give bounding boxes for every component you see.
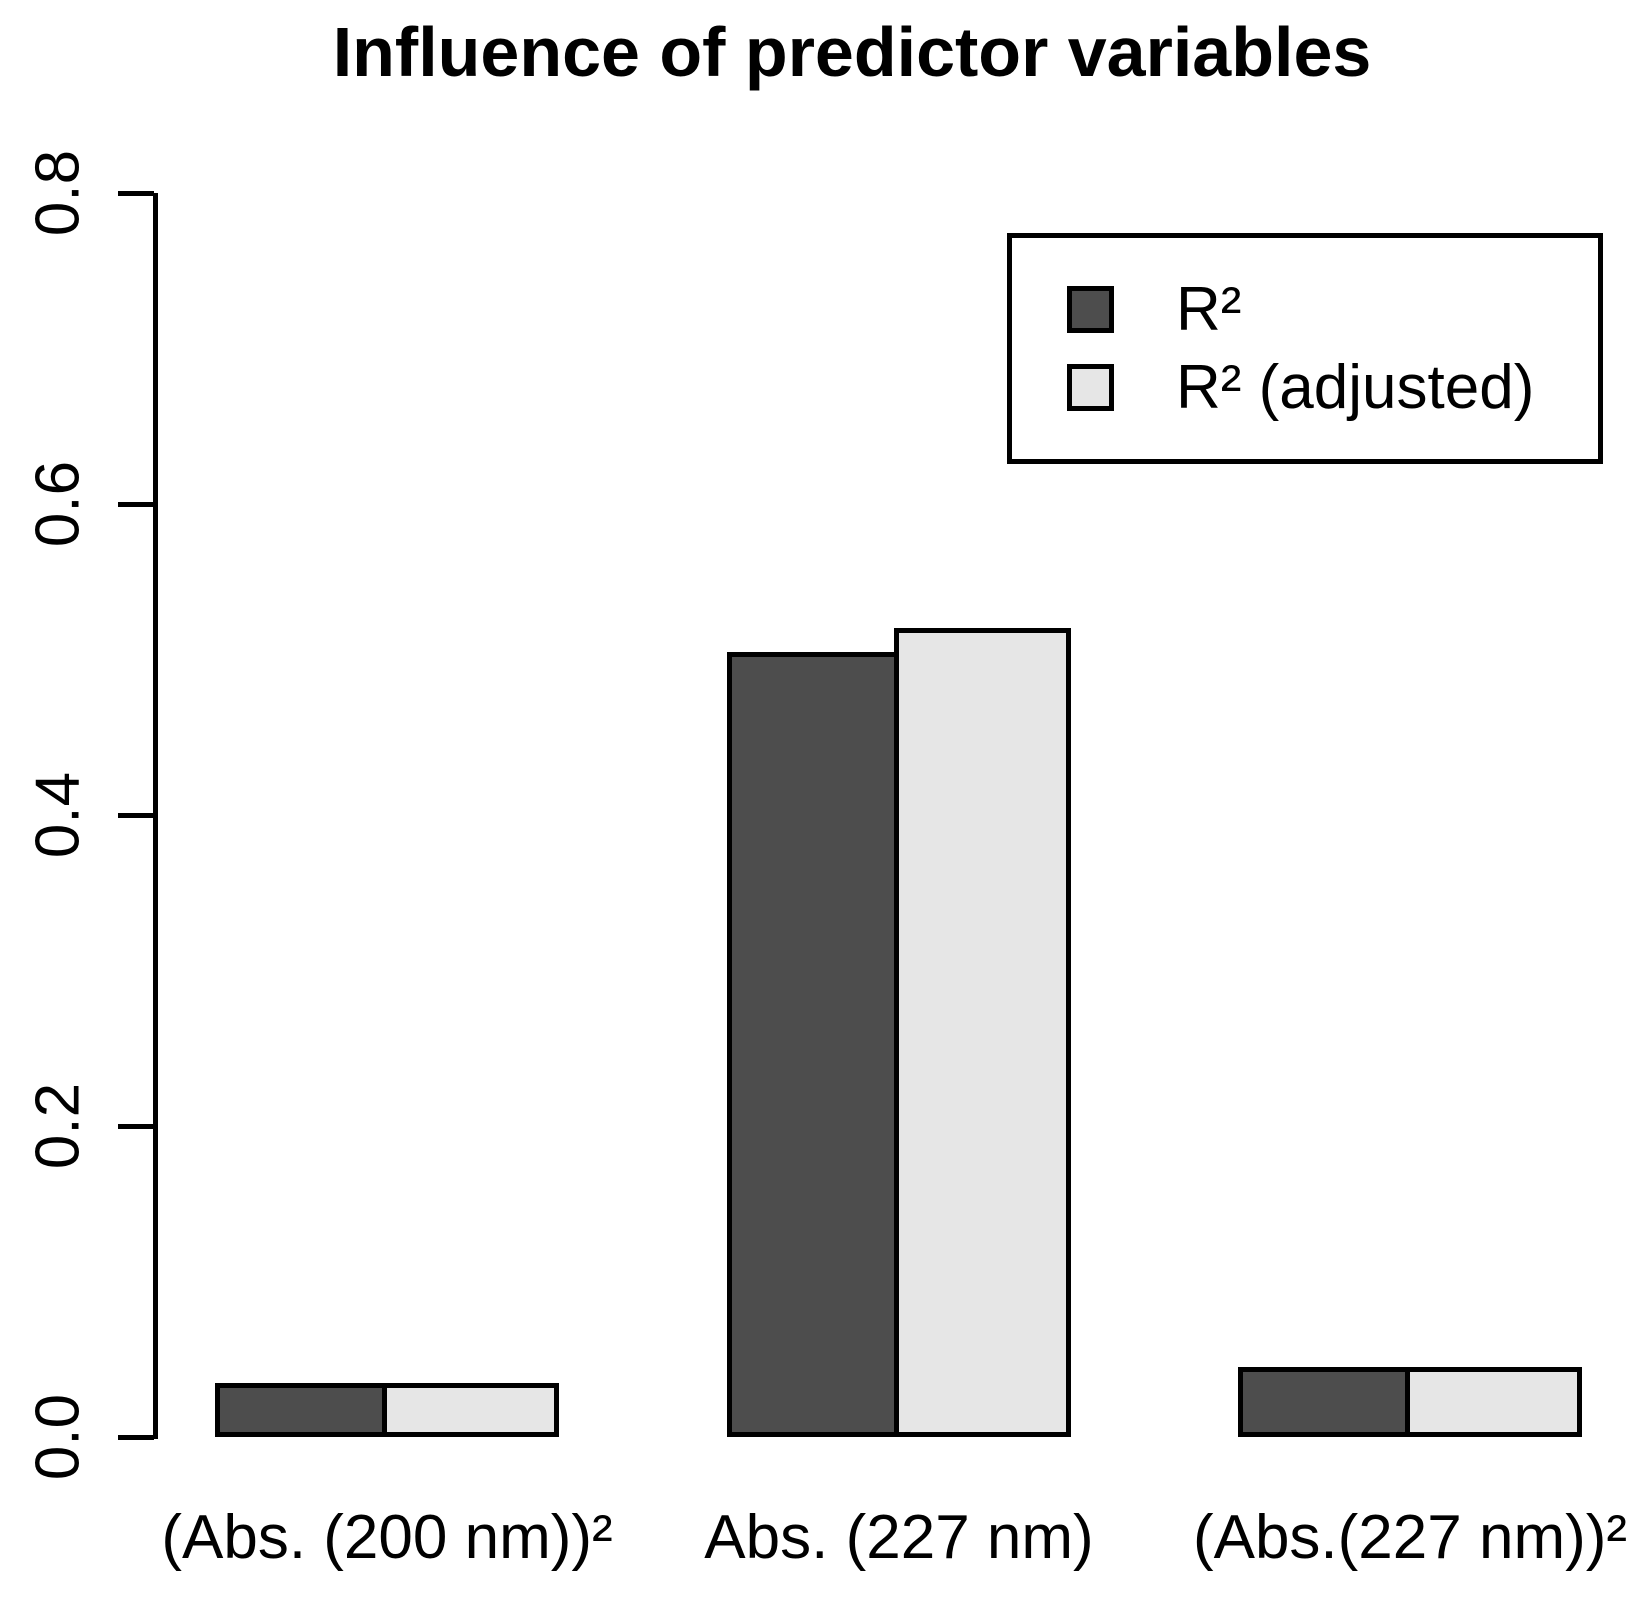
legend-item-r2-adjusted: R² (adjusted)	[1067, 353, 1598, 422]
x-axis-category-label-3: (Abs.(227 nm))²	[1192, 1503, 1628, 1572]
chart-title: Influence of predictor variables	[332, 13, 1372, 91]
legend-item-r2: R²	[1067, 275, 1598, 344]
legend-label-r2-adjusted: R² (adjusted)	[1176, 353, 1535, 422]
bar-group2-r2	[727, 652, 899, 1437]
y-axis-tick-0.0	[118, 1435, 154, 1440]
x-axis-category-label-2: Abs. (227 nm)	[704, 1503, 1094, 1572]
y-axis-tick-label-0.6: 0.6	[23, 460, 93, 548]
y-axis-line	[153, 193, 158, 1439]
bar-group3-r2	[1238, 1367, 1410, 1437]
x-axis-category-label-1: (Abs. (200 nm))²	[161, 1503, 613, 1572]
bar-group1-r2-adjusted	[382, 1383, 559, 1437]
legend-swatch-r2	[1067, 286, 1114, 333]
legend-label-r2: R²	[1176, 275, 1242, 344]
legend: R² R² (adjusted)	[1007, 233, 1603, 464]
y-axis-tick-0.2	[118, 1124, 154, 1129]
y-axis-tick-label-0.8: 0.8	[23, 149, 93, 237]
y-axis-tick-label-0.0: 0.0	[23, 1393, 93, 1481]
bar-group2-r2-adjusted	[894, 628, 1071, 1437]
y-axis-tick-label-0.2: 0.2	[23, 1082, 93, 1170]
bar-group1-r2	[215, 1383, 387, 1437]
y-axis-tick-label-0.4: 0.4	[23, 771, 93, 859]
legend-swatch-r2-adjusted	[1067, 364, 1114, 411]
bar-group3-r2-adjusted	[1405, 1367, 1582, 1437]
y-axis-tick-0.6	[118, 502, 154, 507]
y-axis-tick-0.4	[118, 813, 154, 818]
y-axis-tick-0.8	[118, 191, 154, 196]
